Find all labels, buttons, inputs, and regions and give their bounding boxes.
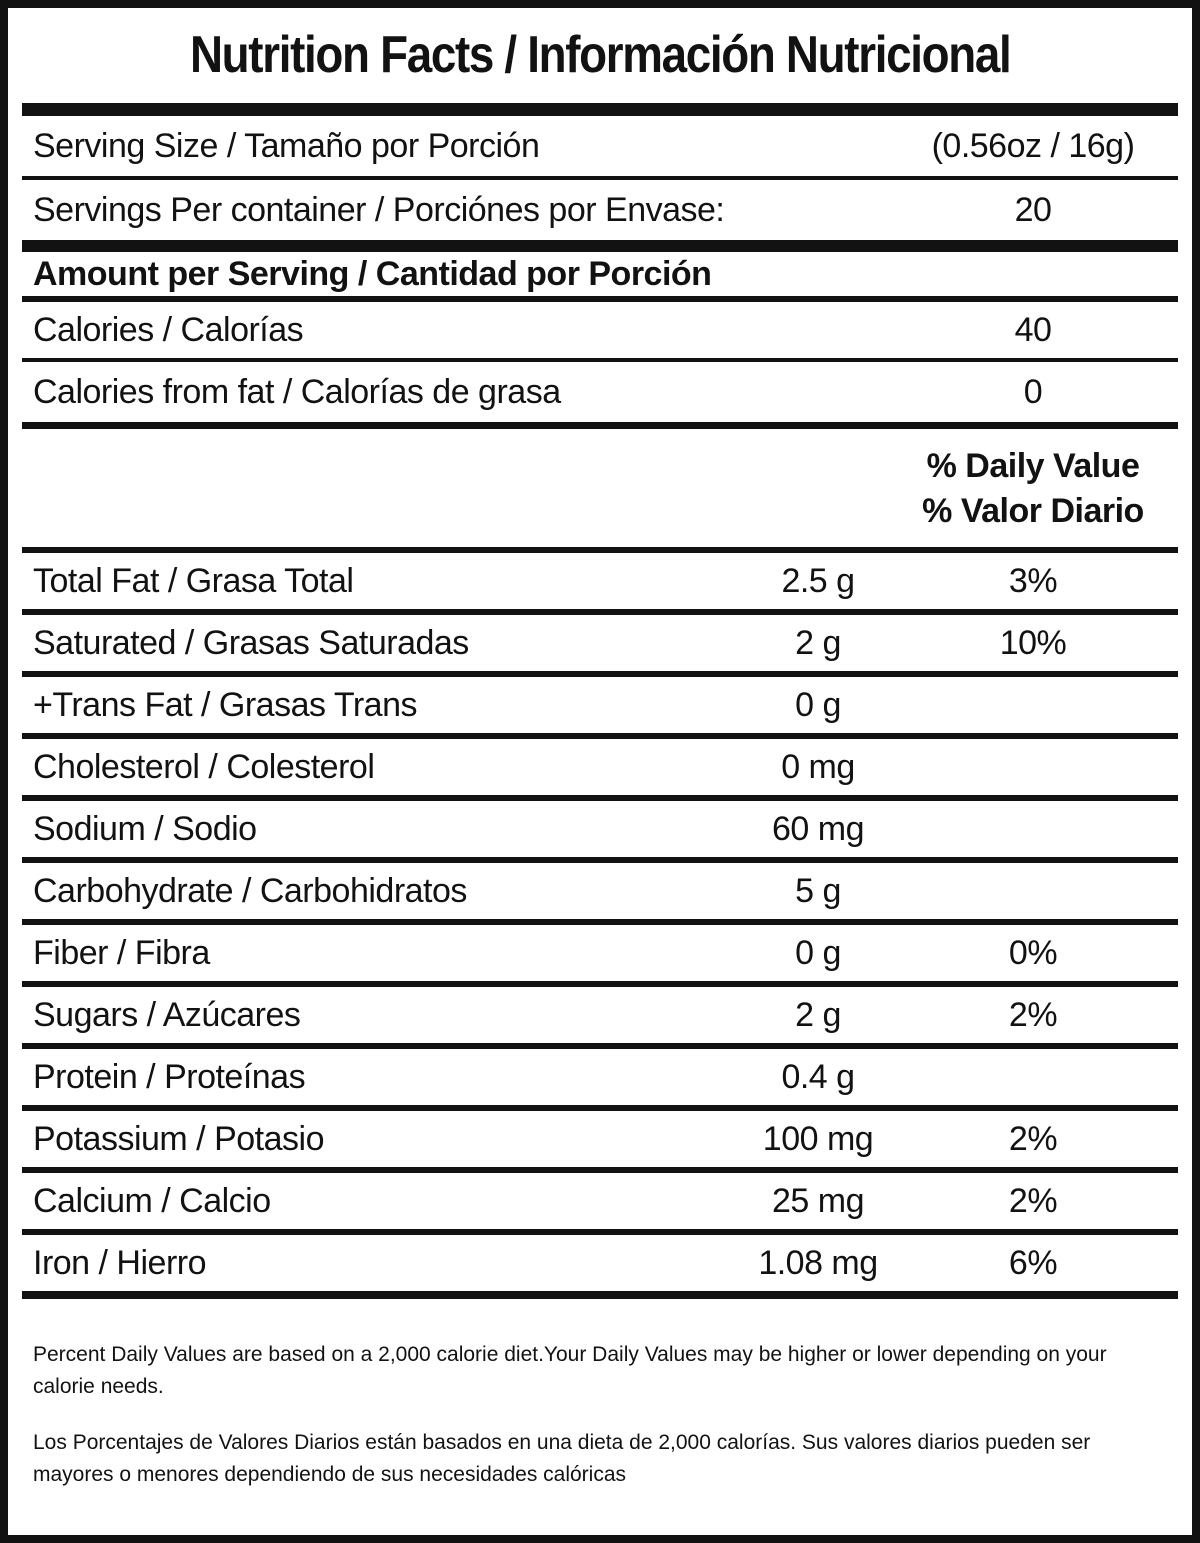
nutrient-amount: 0 g bbox=[795, 685, 841, 724]
nutrient-name: Potassium / Potasio bbox=[33, 1119, 324, 1158]
nutrient-amount: 60 mg bbox=[772, 809, 865, 848]
servings-per-container-value: 20 bbox=[1014, 190, 1052, 229]
nutrient-row-carbohydrate: Carbohydrate / Carbohidratos 5 g bbox=[22, 863, 1178, 925]
servings-per-container-label: Servings Per container / Porciónes por E… bbox=[33, 190, 725, 229]
nutrient-amount: 2.5 g bbox=[781, 561, 855, 600]
amount-per-serving-label: Amount per Serving / Cantidad por Porció… bbox=[33, 254, 712, 293]
nutrient-row-saturated-fat: Saturated / Grasas Saturadas 2 g 10% bbox=[22, 615, 1178, 677]
separator-medium bbox=[22, 296, 1178, 302]
servings-per-container-row: Servings Per container / Porciónes por E… bbox=[22, 180, 1178, 240]
nutrient-daily-value: 0% bbox=[1008, 933, 1058, 972]
nutrient-row-potassium: Potassium / Potasio 100 mg 2% bbox=[22, 1111, 1178, 1173]
nutrient-row-calcium: Calcium / Calcio 25 mg 2% bbox=[22, 1173, 1178, 1235]
nutrient-row-sugars: Sugars / Azúcares 2 g 2% bbox=[22, 987, 1178, 1049]
nutrient-name: Fiber / Fibra bbox=[33, 933, 210, 972]
nutrient-row-cholesterol: Cholesterol / Colesterol 0 mg bbox=[22, 739, 1178, 801]
nutrient-name: Total Fat / Grasa Total bbox=[33, 561, 354, 600]
section-separator-bar bbox=[22, 240, 1178, 252]
label-title: Nutrition Facts / Información Nutriciona… bbox=[22, 8, 1178, 103]
footnote-english: Percent Daily Values are based on a 2,00… bbox=[33, 1343, 1107, 1398]
nutrient-name: Calcium / Calcio bbox=[33, 1181, 271, 1220]
serving-size-value: (0.56oz / 16g) bbox=[931, 126, 1135, 165]
nutrient-row-total-fat: Total Fat / Grasa Total 2.5 g 3% bbox=[22, 553, 1178, 615]
nutrient-name: +Trans Fat / Grasas Trans bbox=[33, 685, 417, 724]
label-title-text: Nutrition Facts / Información Nutriciona… bbox=[189, 26, 1012, 84]
nutrient-daily-value: 2% bbox=[1008, 1119, 1058, 1158]
calories-from-fat-label: Calories from fat / Calorías de grasa bbox=[33, 372, 561, 411]
nutrient-row-sodium: Sodium / Sodio 60 mg bbox=[22, 801, 1178, 863]
nutrient-name: Saturated / Grasas Saturadas bbox=[33, 623, 469, 662]
calories-from-fat-row: Calories from fat / Calorías de grasa 0 bbox=[22, 362, 1178, 422]
footnote-spanish: Los Porcentajes de Valores Diarios están… bbox=[33, 1431, 1091, 1486]
calories-value: 40 bbox=[1014, 310, 1052, 349]
nutrient-daily-value: 3% bbox=[1008, 561, 1058, 600]
nutrient-name: Sugars / Azúcares bbox=[33, 995, 301, 1034]
footer: Percent Daily Values are based on a 2,00… bbox=[22, 1339, 1178, 1491]
calories-from-fat-value: 0 bbox=[1023, 372, 1043, 411]
nutrient-amount: 0 mg bbox=[781, 747, 855, 786]
serving-size-label: Serving Size / Tamaño por Porción bbox=[33, 126, 540, 165]
calories-label: Calories / Calorías bbox=[33, 310, 304, 349]
daily-value-header-text: % Daily Value % Valor Diario bbox=[918, 444, 1148, 534]
separator-medium bbox=[22, 422, 1178, 429]
separator-medium bbox=[22, 547, 1178, 553]
daily-value-header-line2: % Valor Diario bbox=[922, 492, 1144, 530]
nutrient-amount: 2 g bbox=[795, 995, 841, 1034]
nutrient-row-protein: Protein / Proteínas 0.4 g bbox=[22, 1049, 1178, 1111]
daily-value-header-line1: % Daily Value bbox=[926, 447, 1140, 485]
nutrient-name: Protein / Proteínas bbox=[33, 1057, 306, 1096]
nutrient-name: Cholesterol / Colesterol bbox=[33, 747, 375, 786]
nutrient-amount: 0 g bbox=[795, 933, 841, 972]
separator-thin bbox=[22, 176, 1178, 180]
amount-per-serving-header: Amount per Serving / Cantidad por Porció… bbox=[22, 252, 1178, 296]
nutrient-amount: 2 g bbox=[795, 623, 841, 662]
daily-value-header: % Daily Value % Valor Diario bbox=[22, 429, 1178, 547]
nutrient-row-fiber: Fiber / Fibra 0 g 0% bbox=[22, 925, 1178, 987]
separator-thin bbox=[22, 358, 1178, 362]
nutrient-amount: 1.08 mg bbox=[758, 1243, 878, 1282]
nutrient-daily-value: 6% bbox=[1008, 1243, 1058, 1282]
nutrient-amount: 25 mg bbox=[772, 1181, 865, 1220]
nutrient-daily-value: 10% bbox=[999, 623, 1067, 662]
nutrient-row-iron: Iron / Hierro 1.08 mg 6% bbox=[22, 1235, 1178, 1299]
calories-row: Calories / Calorías 40 bbox=[22, 302, 1178, 358]
nutrient-amount: 5 g bbox=[795, 871, 841, 910]
title-separator-bar bbox=[22, 103, 1178, 116]
nutrient-name: Carbohydrate / Carbohidratos bbox=[33, 871, 467, 910]
nutrient-row-trans-fat: +Trans Fat / Grasas Trans 0 g bbox=[22, 677, 1178, 739]
nutrient-daily-value: 2% bbox=[1008, 1181, 1058, 1220]
nutrient-daily-value: 2% bbox=[1008, 995, 1058, 1034]
nutrient-amount: 0.4 g bbox=[781, 1057, 855, 1096]
nutrient-name: Sodium / Sodio bbox=[33, 809, 257, 848]
nutrient-name: Iron / Hierro bbox=[33, 1243, 207, 1282]
nutrient-amount: 100 mg bbox=[762, 1119, 874, 1158]
serving-size-row: Serving Size / Tamaño por Porción (0.56o… bbox=[22, 116, 1178, 176]
